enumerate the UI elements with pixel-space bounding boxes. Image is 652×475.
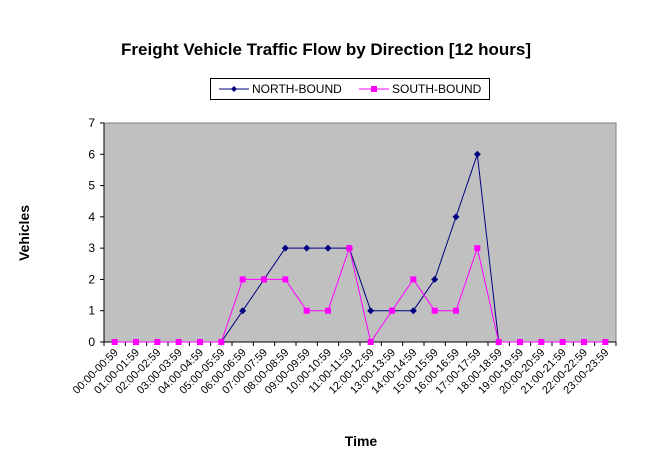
y-axis-ticks: 0 1 2 3 4 5 6 7: [88, 116, 104, 349]
x-axis-title: Time: [344, 433, 378, 449]
data-point-south: [346, 245, 353, 252]
y-tick-label: 1: [88, 304, 95, 318]
data-point-south: [303, 307, 310, 314]
y-tick-label: 7: [88, 116, 95, 130]
data-point-south: [197, 339, 203, 345]
data-point-north: [324, 244, 332, 252]
data-point-north: [473, 150, 481, 158]
data-point-north: [452, 213, 460, 221]
legend-label-north: NORTH-BOUND: [252, 82, 342, 96]
data-point-north: [303, 244, 311, 252]
data-point-south: [239, 276, 246, 283]
data-point-north: [367, 307, 375, 315]
data-point-south: [154, 339, 161, 345]
data-point-south: [389, 307, 395, 314]
data-point-north: [281, 244, 289, 252]
data-point-south: [282, 276, 289, 283]
data-point-south: [218, 339, 225, 345]
data-point-south: [581, 339, 587, 345]
data-point-south: [133, 339, 139, 345]
data-point-north: [239, 307, 247, 315]
data-point-south: [474, 245, 481, 252]
data-point-north: [409, 307, 417, 315]
series-line-north: [220, 154, 500, 343]
plot-area: [103, 122, 617, 343]
series-layer: [111, 150, 609, 346]
legend: NORTH-BOUND SOUTH-BOUND: [210, 78, 490, 100]
legend-symbols: [219, 86, 389, 92]
data-point-south: [559, 339, 566, 345]
x-axis-ticks: 00:00-00:5901:00-01:5902:00-02:5903:00-0…: [71, 342, 617, 397]
data-point-north: [431, 275, 439, 283]
data-point-south: [261, 276, 267, 283]
legend-label-south: SOUTH-BOUND: [392, 82, 482, 96]
y-tick-label: 3: [88, 241, 95, 255]
y-axis-title: Vehicles: [16, 204, 32, 262]
data-point-south: [517, 339, 523, 345]
data-point-south: [175, 339, 182, 345]
y-tick-label: 4: [88, 210, 95, 224]
chart-title: Freight Vehicle Traffic Flow by Directio…: [121, 40, 531, 59]
y-tick-label: 5: [88, 179, 95, 193]
data-point-south: [410, 276, 417, 283]
data-point-south: [538, 339, 545, 345]
legend-north-marker: [231, 86, 237, 92]
legend-south-marker: [371, 86, 377, 92]
series-line-south: [114, 246, 606, 344]
data-point-south: [453, 307, 459, 314]
y-tick-label: 6: [88, 147, 95, 161]
data-point-south: [325, 307, 331, 314]
data-point-south: [111, 339, 118, 345]
data-point-south: [495, 339, 502, 345]
data-point-south: [431, 307, 438, 314]
y-tick-label: 2: [88, 272, 95, 286]
data-point-south: [367, 339, 374, 345]
data-point-south: [602, 339, 609, 345]
y-tick-label: 0: [88, 335, 95, 349]
